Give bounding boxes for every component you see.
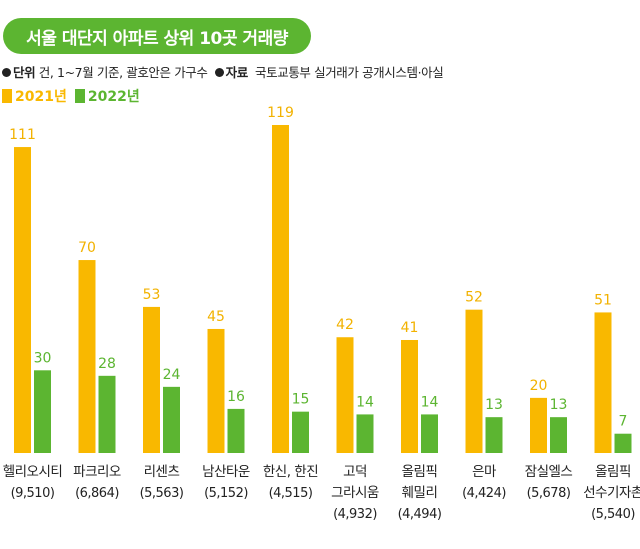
category-label-9-1: 선수기자촌 xyxy=(583,485,640,501)
data-label-2021-2: 53 xyxy=(143,287,161,303)
household-label-3: (5,152) xyxy=(204,486,248,501)
data-label-2021-9: 51 xyxy=(594,292,612,308)
category-label-4-0: 한신, 한진 xyxy=(263,464,318,480)
household-label-7: (4,424) xyxy=(462,486,506,501)
category-label-7-0: 은마 xyxy=(472,464,497,480)
bar-2022-5 xyxy=(356,414,374,453)
legend-swatch-2021 xyxy=(2,89,12,103)
household-label-8: (5,678) xyxy=(527,486,571,501)
legend-label-2021: 2021년 xyxy=(15,89,67,105)
bar-2021-0 xyxy=(14,147,31,453)
unit-text: 건, 1~7월 기준, 괄호안은 가구수 xyxy=(38,65,208,80)
bullet-icon xyxy=(2,68,11,77)
bar-2021-8 xyxy=(530,397,547,453)
category-label-8-0: 잠실엘스 xyxy=(525,464,573,480)
data-label-2022-3: 16 xyxy=(227,389,245,405)
data-label-2021-8: 20 xyxy=(530,378,548,394)
legend-label-2022: 2022년 xyxy=(87,89,140,105)
data-label-2022-2: 24 xyxy=(163,367,181,383)
data-label-2022-4: 15 xyxy=(292,392,310,408)
bar-2022-9 xyxy=(614,433,632,453)
household-label-9: (5,540) xyxy=(591,507,635,522)
data-label-2021-4: 119 xyxy=(267,105,294,121)
household-label-1: (6,864) xyxy=(75,486,119,501)
bar-2022-3 xyxy=(227,408,245,453)
bar-2022-0 xyxy=(34,370,51,453)
bar-2022-4 xyxy=(292,411,309,453)
chart-title: 서울 대단지 아파트 상위 10곳 거래량 xyxy=(3,18,311,54)
unit-label: 단위 xyxy=(13,65,36,80)
bar-2021-3 xyxy=(207,328,225,453)
data-label-2022-7: 13 xyxy=(485,397,503,413)
data-label-2021-5: 42 xyxy=(336,317,354,333)
bullet-icon xyxy=(214,68,224,77)
bar-2021-7 xyxy=(465,309,483,453)
household-label-2: (5,563) xyxy=(140,486,184,501)
data-label-2022-0: 30 xyxy=(34,350,52,366)
category-label-5-1: 그라시움 xyxy=(331,485,379,501)
category-label-6-1: 훼밀리 xyxy=(402,485,438,501)
data-label-2022-6: 14 xyxy=(421,394,439,410)
data-label-2022-1: 28 xyxy=(98,356,116,372)
source-text: 국토교통부 실거래가 공개시스템·아실 xyxy=(255,65,444,80)
household-label-5: (4,932) xyxy=(333,507,377,522)
household-label-4: (4,515) xyxy=(269,486,313,501)
household-label-6: (4,494) xyxy=(398,507,442,522)
chart-legend: 2021년 2022년 xyxy=(2,86,148,106)
data-label-2021-1: 70 xyxy=(78,240,96,256)
legend-swatch-2022 xyxy=(74,89,85,103)
category-label-9-0: 올림픽 xyxy=(595,464,631,480)
category-label-1-0: 파크리오 xyxy=(73,464,121,480)
data-label-2021-3: 45 xyxy=(207,309,225,325)
category-label-0-0: 헬리오시티 xyxy=(3,464,63,480)
category-label-5-0: 고덕 xyxy=(343,464,367,480)
data-label-2021-0: 111 xyxy=(9,127,36,143)
legend-item-2022: 2022년 xyxy=(74,86,140,106)
data-label-2022-5: 14 xyxy=(356,394,374,410)
bar-2022-6 xyxy=(421,414,438,453)
bar-2021-5 xyxy=(336,337,354,453)
bar-2022-8 xyxy=(550,417,567,453)
household-label-0: (9,510) xyxy=(11,486,55,501)
category-label-3-0: 남산타운 xyxy=(202,464,250,480)
chart-meta: 단위 건, 1~7월 기준, 괄호안은 가구수 자료 국토교통부 실거래가 공개… xyxy=(2,62,444,81)
category-label-6-0: 올림픽 xyxy=(402,464,438,480)
source-label: 자료 xyxy=(225,65,249,80)
category-label-2-0: 리센츠 xyxy=(144,464,180,480)
data-label-2021-7: 52 xyxy=(465,290,483,306)
bar-2022-2 xyxy=(163,386,180,453)
bar-2021-2 xyxy=(143,306,160,453)
bar-2021-9 xyxy=(594,312,612,453)
bar-2021-1 xyxy=(78,260,96,453)
bar-2021-6 xyxy=(401,339,418,453)
bar-2022-1 xyxy=(98,375,116,453)
data-label-2022-8: 13 xyxy=(550,397,568,413)
bar-2021-4 xyxy=(272,125,289,453)
legend-item-2021: 2021년 xyxy=(2,86,67,106)
data-label-2021-6: 41 xyxy=(401,320,419,336)
bar-2022-7 xyxy=(485,417,503,453)
data-label-2022-9: 7 xyxy=(619,414,628,430)
